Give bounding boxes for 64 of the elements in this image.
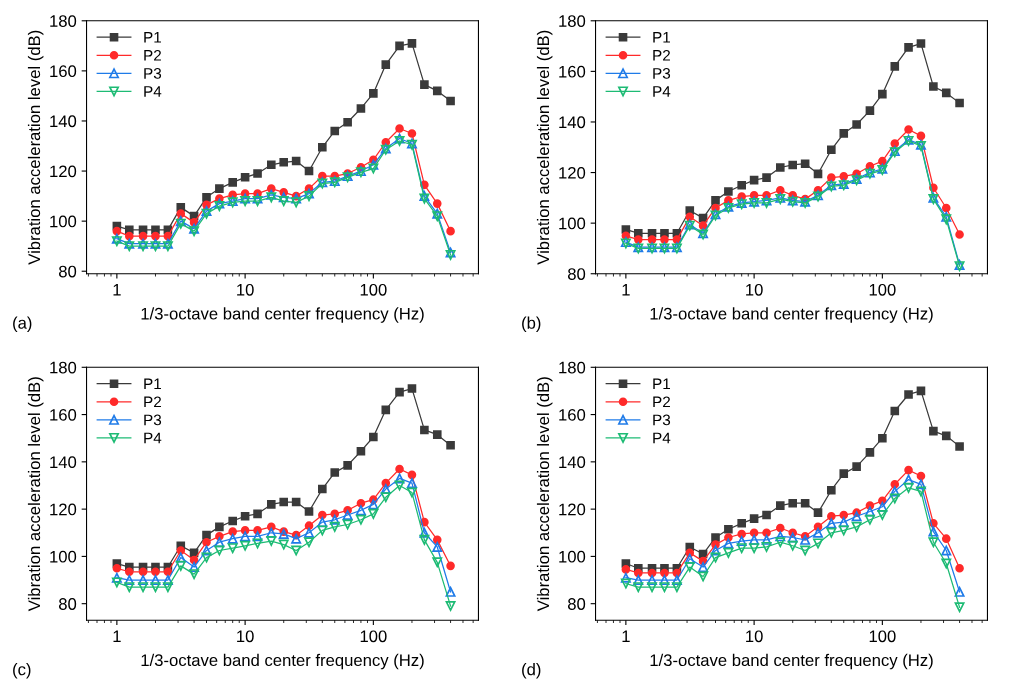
y-tick-label: 100	[559, 550, 586, 563]
text: (a)	[13, 316, 32, 333]
y-axis-title: Vibration acceleration level (dB)	[27, 377, 44, 612]
y-tick-label: 160	[50, 408, 77, 421]
y-tick-label: 160	[50, 65, 77, 78]
y-tick-label: 180	[50, 361, 77, 374]
y-tick-label: 80	[59, 265, 77, 278]
legend-label: P3	[653, 68, 671, 79]
legend-label: P4	[144, 86, 162, 97]
y-tick-label: 80	[568, 598, 586, 610]
y-tick-label: 140	[559, 456, 586, 469]
y-tick-label: 140	[559, 116, 586, 129]
y-axis-title: Vibration acceleration level (dB)	[27, 30, 44, 265]
y-tick-label: 160	[559, 408, 586, 421]
text: (c)	[13, 663, 31, 679]
y-axis-title: Vibration acceleration level (dB)	[536, 377, 553, 612]
y-tick-label: 180	[559, 361, 586, 374]
y-tick-label: 120	[50, 165, 77, 178]
x-tick-label: 100	[360, 630, 387, 643]
y-tick-label: 160	[559, 65, 586, 78]
x-tick-label: 100	[360, 283, 387, 296]
y-tick-label: 140	[50, 115, 77, 128]
y-tick-label: 80	[568, 268, 586, 280]
text: (d)	[522, 663, 541, 679]
y-tick-label: 180	[559, 15, 586, 27]
legend-label: P2	[653, 396, 670, 408]
y-tick-label: 180	[50, 15, 77, 27]
x-tick-label: 100	[869, 630, 896, 643]
legend-label: P4	[653, 432, 671, 444]
y-tick-label: 120	[50, 503, 77, 516]
legend-label: P1	[144, 32, 161, 43]
x-axis-title: 1/3-octave band center frequency (Hz)	[650, 653, 933, 670]
y-tick-label: 120	[559, 503, 586, 516]
legend-label: P1	[144, 378, 161, 390]
y-tick-label: 140	[50, 456, 77, 469]
x-tick-label: 10	[237, 283, 254, 296]
legend-label: P2	[653, 49, 670, 61]
legend-label: P4	[144, 432, 162, 444]
y-tick-label: 120	[559, 166, 586, 179]
x-axis-title: 1/3-octave band center frequency (Hz)	[141, 307, 424, 323]
legend-label: P1	[653, 32, 670, 43]
legend-label: P3	[144, 68, 162, 79]
legend-label: P1	[653, 378, 670, 390]
y-tick-label: 100	[50, 550, 77, 563]
y-tick-label: 80	[59, 598, 77, 610]
legend-label: P2	[144, 396, 161, 408]
x-axis-title: 1/3-octave band center frequency (Hz)	[141, 653, 424, 670]
x-tick-label: 100	[869, 283, 896, 296]
y-tick-label: 100	[559, 217, 586, 230]
legend-label: P3	[653, 414, 671, 426]
y-axis-title: Vibration acceleration level (dB)	[536, 30, 553, 265]
legend-label: P4	[653, 86, 671, 97]
x-axis-title: 1/3-octave band center frequency (Hz)	[650, 307, 933, 323]
legend-label: P3	[144, 414, 162, 426]
legend-label: P2	[144, 49, 161, 61]
x-tick-label: 1	[113, 284, 121, 296]
x-tick-label: 10	[237, 630, 254, 643]
text: (b)	[522, 316, 541, 333]
x-tick-label: 10	[746, 283, 763, 296]
x-tick-label: 1	[113, 630, 121, 643]
x-tick-label: 1	[622, 284, 630, 296]
y-tick-label: 100	[50, 215, 77, 228]
x-tick-label: 10	[746, 630, 763, 643]
x-tick-label: 1	[622, 630, 630, 643]
